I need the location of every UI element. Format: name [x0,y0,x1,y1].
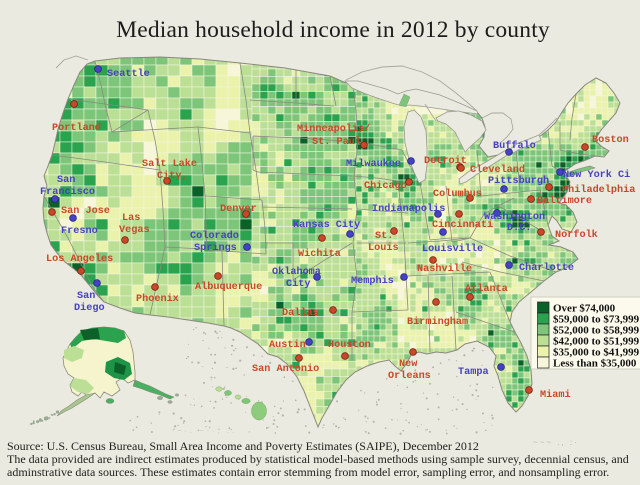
svg-text:Cincinnati: Cincinnati [432,219,493,231]
svg-text:Denver: Denver [220,204,257,215]
svg-text:Washington: Washington [484,211,545,223]
svg-text:Atlanta: Atlanta [465,283,508,295]
svg-text:Columbus: Columbus [433,188,482,200]
svg-text:$42,000 to $51,999: $42,000 to $51,999 [553,336,640,348]
svg-text:Pittsburgh: Pittsburgh [488,175,549,187]
svg-text:Less than $35,000: Less than $35,000 [553,358,637,370]
svg-text:Salt Lake: Salt Lake [142,158,197,170]
svg-text:City,: City, [157,170,188,182]
svg-text:D.C.: D.C. [507,223,531,234]
svg-text:Diego: Diego [74,302,105,314]
svg-text:St. Paul: St. Paul [312,136,361,148]
svg-text:Nashville: Nashville [417,263,472,275]
svg-text:Francisco: Francisco [40,186,95,198]
svg-text:Louisville: Louisville [422,243,483,255]
svg-text:Chicago: Chicago [364,180,407,192]
svg-text:City: City [286,278,310,290]
svg-text:Houston: Houston [328,340,371,351]
svg-text:Charlotte: Charlotte [519,262,574,274]
svg-text:Norfolk: Norfolk [555,229,598,241]
svg-text:San: San [77,291,95,302]
svg-text:Baltimore: Baltimore [537,195,592,207]
svg-text:Birmingham: Birmingham [407,316,468,328]
svg-text:Over $74,000: Over $74,000 [553,303,616,315]
svg-text:Orleans: Orleans [388,370,431,382]
svg-text:$35,000 to $41,999: $35,000 to $41,999 [553,347,640,359]
svg-text:Las: Las [122,213,140,224]
svg-text:Dallas: Dallas [282,307,319,319]
svg-text:Wichita: Wichita [298,248,341,260]
svg-text:San: San [57,175,75,186]
svg-text:Los Angeles: Los Angeles [46,253,113,265]
svg-text:Miami: Miami [540,389,571,401]
svg-text:Louis: Louis [368,242,399,254]
svg-text:Buffalo: Buffalo [493,140,536,152]
svg-text:San Jose: San Jose [61,206,110,217]
svg-text:Tampa: Tampa [458,367,489,378]
svg-text:Seattle: Seattle [107,68,150,80]
svg-text:New York Ci: New York Ci [563,169,630,181]
svg-text:Vegas: Vegas [119,225,150,236]
svg-text:Portland: Portland [52,122,101,134]
svg-text:Detroit: Detroit [424,155,467,167]
svg-text:$59,000 to $73,999: $59,000 to $73,999 [553,314,640,326]
svg-text:$52,000 to $58,999: $52,000 to $58,999 [553,325,640,337]
svg-text:Austin: Austin [269,339,306,351]
svg-text:Albuquerque: Albuquerque [195,281,262,293]
svg-text:San Antonio: San Antonio [252,363,319,375]
svg-text:Fresno: Fresno [61,226,98,237]
svg-text:Milwaukee: Milwaukee [346,158,401,170]
svg-text:Oklahoma: Oklahoma [272,266,321,278]
svg-text:Minneapolis/: Minneapolis/ [297,123,370,135]
svg-text:New: New [399,359,418,370]
svg-text:Boston: Boston [592,135,629,146]
svg-text:Cleveland: Cleveland [470,164,525,176]
svg-text:Phoenix: Phoenix [136,293,179,305]
svg-text:Kansas City: Kansas City [293,219,360,231]
svg-text:Indianapolis: Indianapolis [372,203,445,215]
svg-text:Memphis: Memphis [351,275,394,287]
svg-text:Springs: Springs [194,242,237,254]
svg-text:Philadelphia: Philadelphia [562,184,635,196]
svg-text:Colorado: Colorado [190,230,239,242]
svg-text:St.: St. [375,231,393,242]
